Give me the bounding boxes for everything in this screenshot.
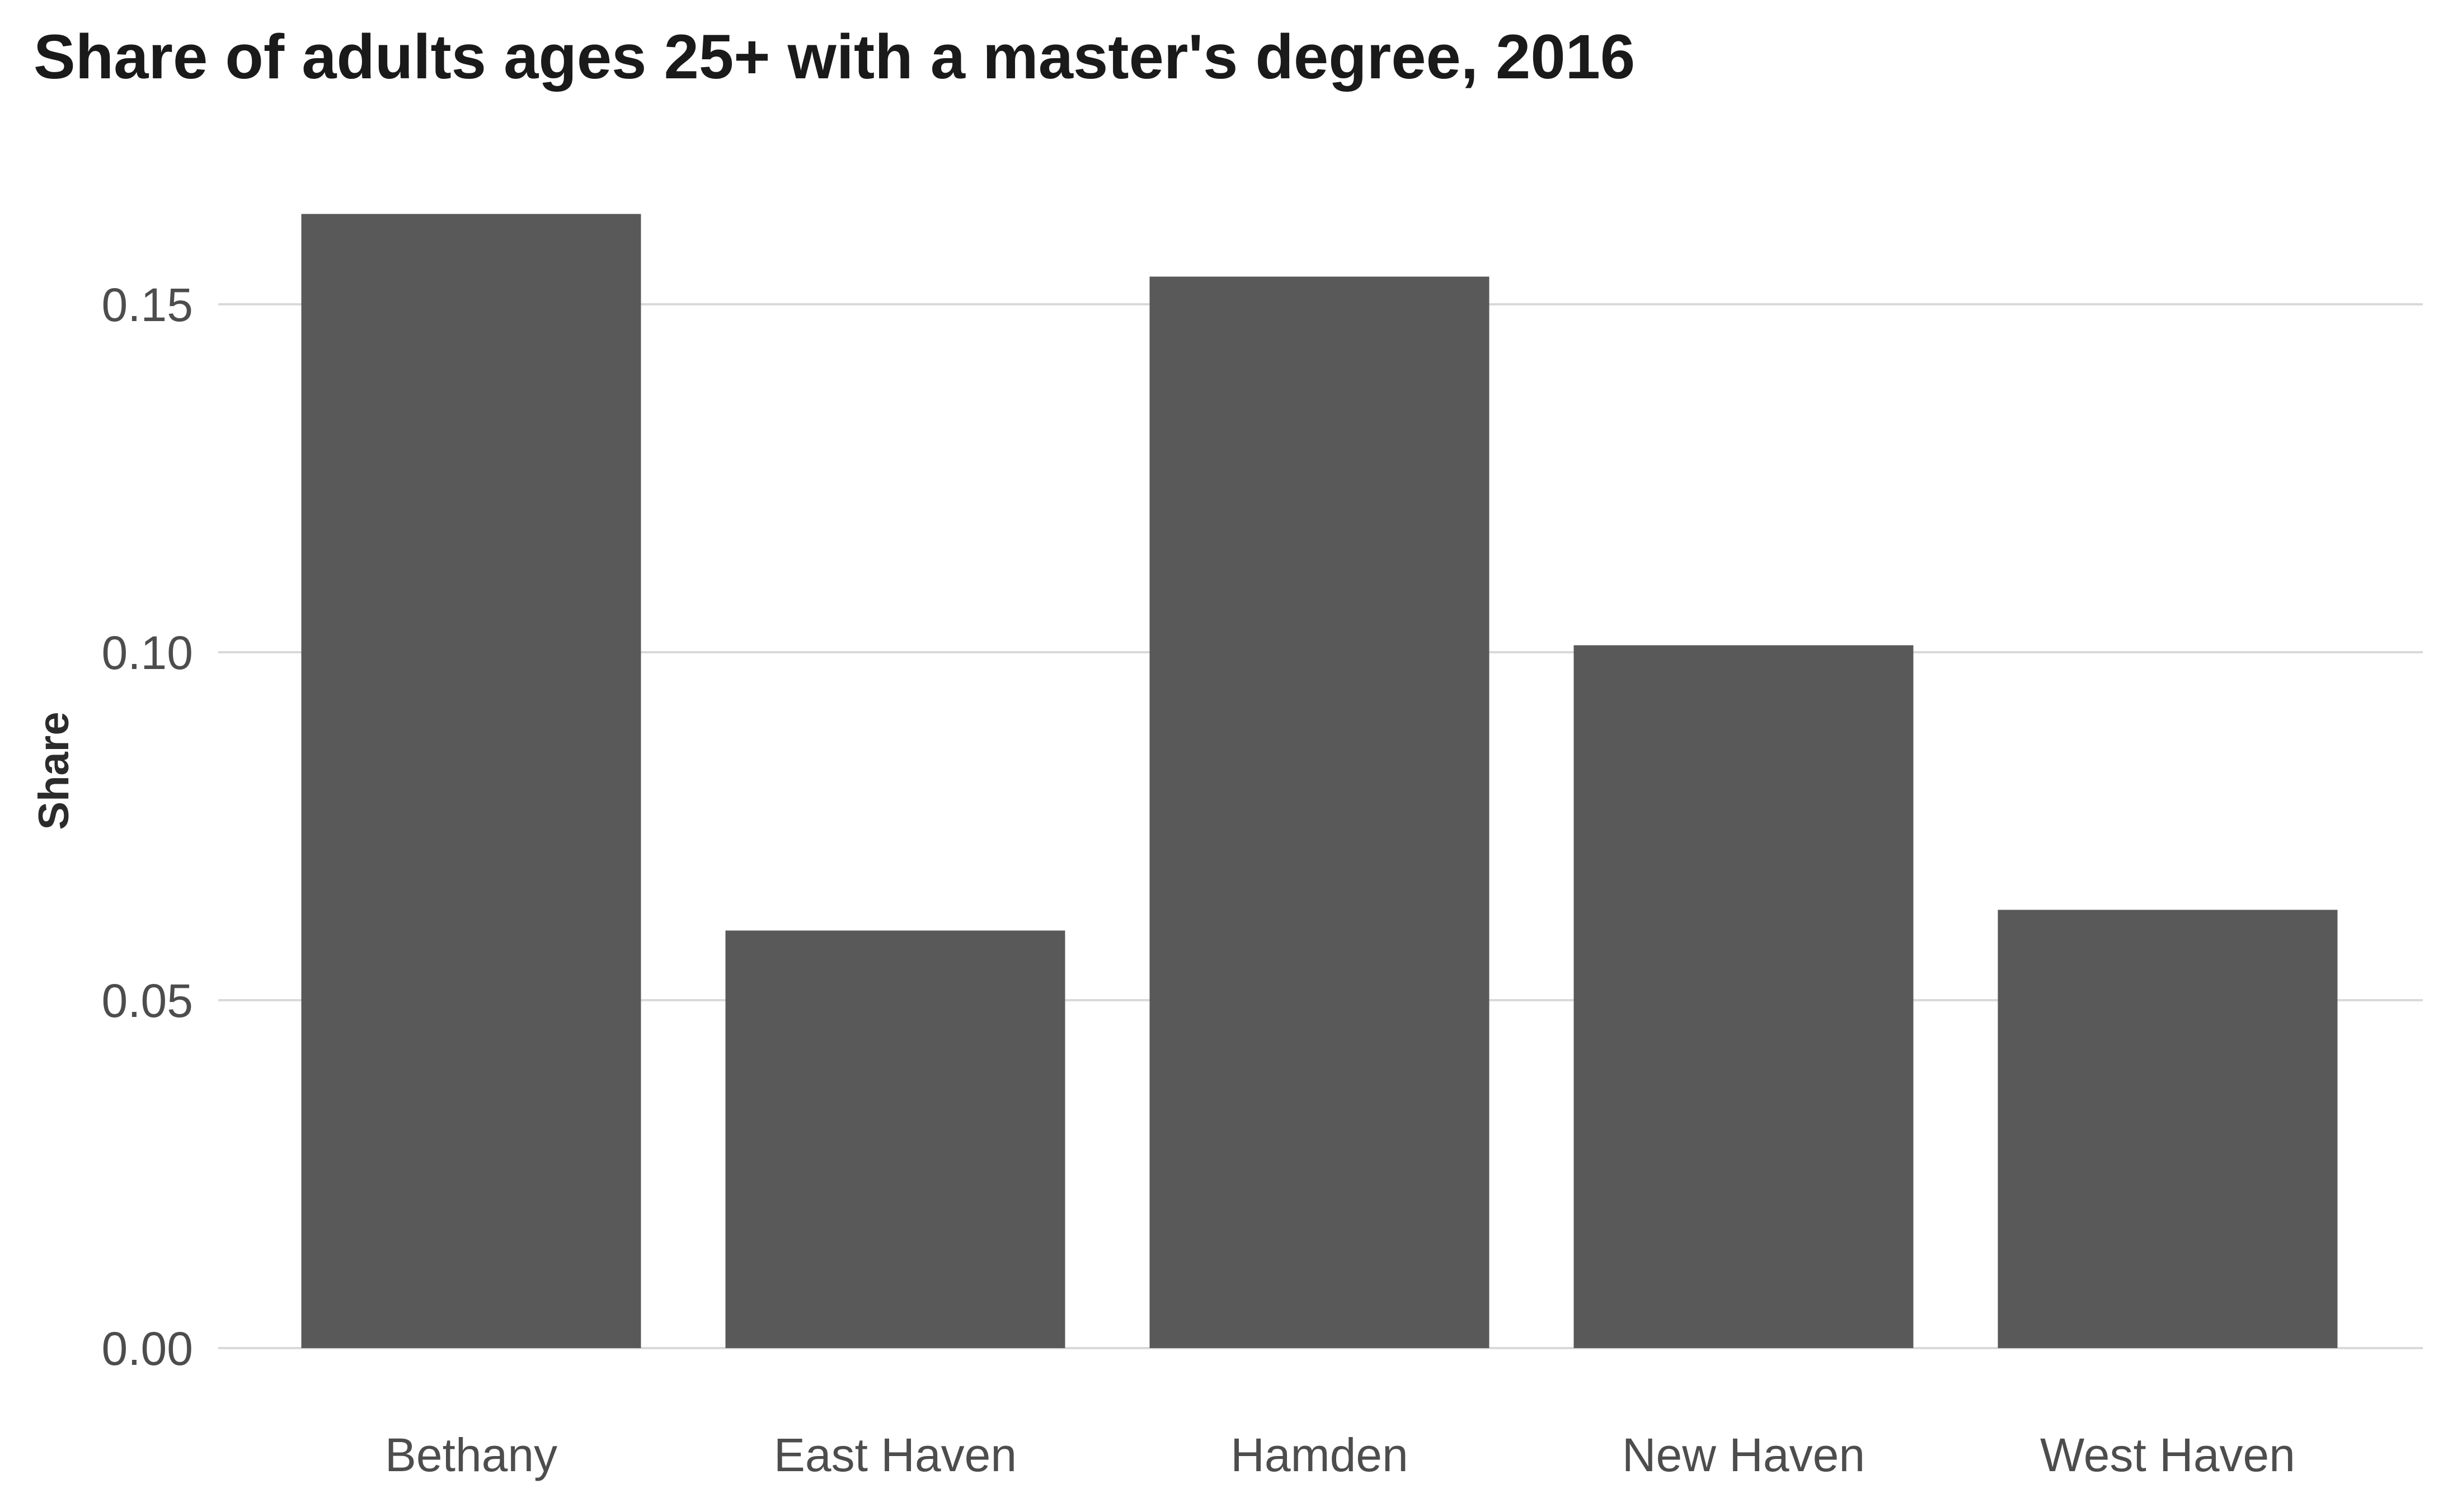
x-tick-label: East Haven bbox=[774, 1429, 1017, 1481]
x-axis-ticks: Bethany East Haven Hamden New Haven West Hav… bbox=[385, 1429, 2295, 1481]
chart-title: Share of adults ages 25+ with a master's… bbox=[34, 22, 1635, 92]
bar-hamden bbox=[1149, 276, 1490, 1348]
y-tick-label: 0.10 bbox=[102, 627, 194, 679]
bar-bethany bbox=[301, 214, 641, 1348]
bar-east-haven bbox=[725, 930, 1065, 1348]
x-tick-label: Hamden bbox=[1230, 1429, 1408, 1481]
bar-west-haven bbox=[1998, 910, 2338, 1348]
y-axis-label: Share bbox=[30, 712, 78, 830]
y-tick-label: 0.00 bbox=[102, 1322, 194, 1375]
x-tick-label: New Haven bbox=[1622, 1429, 1865, 1481]
bar-new-haven bbox=[1573, 645, 1914, 1348]
x-tick-label: West Haven bbox=[2040, 1429, 2295, 1481]
y-tick-label: 0.05 bbox=[102, 974, 194, 1027]
x-tick-label: Bethany bbox=[385, 1429, 557, 1481]
y-tick-label: 0.15 bbox=[102, 279, 194, 331]
bars bbox=[301, 214, 2338, 1348]
y-axis-ticks: 0.00 0.05 0.10 0.15 bbox=[102, 279, 194, 1375]
